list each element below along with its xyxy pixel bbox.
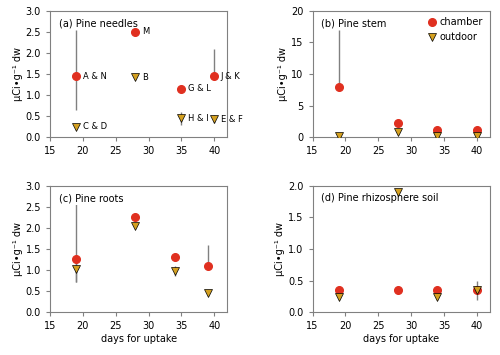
Text: (d) Pine rhizosphere soil: (d) Pine rhizosphere soil	[322, 193, 439, 203]
X-axis label: days for uptake: days for uptake	[100, 334, 177, 344]
X-axis label: days for uptake: days for uptake	[363, 334, 440, 344]
Text: E & F: E & F	[221, 115, 242, 124]
Text: A & N: A & N	[83, 72, 106, 81]
Y-axis label: μCi•g⁻¹ dw: μCi•g⁻¹ dw	[12, 47, 22, 101]
Y-axis label: μCi•g⁻¹ dw: μCi•g⁻¹ dw	[278, 47, 288, 101]
Text: H & I: H & I	[188, 114, 208, 123]
Text: C & D: C & D	[83, 122, 107, 131]
Text: (c) Pine roots: (c) Pine roots	[59, 193, 124, 203]
Text: (a) Pine needles: (a) Pine needles	[59, 18, 138, 28]
Legend: chamber, outdoor: chamber, outdoor	[425, 16, 485, 44]
Text: J & K: J & K	[221, 72, 240, 81]
Text: M: M	[142, 27, 149, 36]
Y-axis label: μCi•g⁻¹ dw: μCi•g⁻¹ dw	[12, 222, 22, 276]
Text: (b) Pine stem: (b) Pine stem	[322, 18, 387, 28]
Y-axis label: μCi•g⁻¹ dw: μCi•g⁻¹ dw	[276, 222, 285, 276]
Text: B: B	[142, 72, 148, 82]
Text: G & L: G & L	[188, 84, 211, 93]
